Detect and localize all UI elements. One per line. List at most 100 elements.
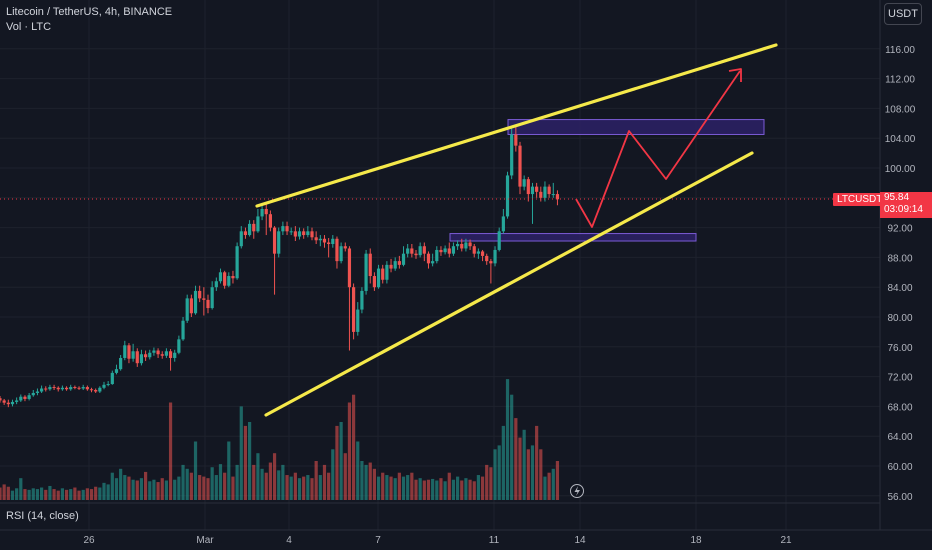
- candle-body: [148, 352, 152, 358]
- volume-bar: [318, 475, 322, 500]
- x-tick-label: 11: [489, 535, 500, 546]
- candle-body: [252, 223, 256, 232]
- candle-body: [210, 287, 214, 309]
- volume-bar: [94, 486, 98, 500]
- ticker-label: LTCUSDT: [833, 193, 887, 206]
- volume-bar: [435, 480, 439, 500]
- volume-bar: [168, 402, 173, 500]
- volume-bar: [243, 425, 248, 500]
- candle-body: [364, 253, 368, 291]
- candle-body: [60, 387, 64, 390]
- candle-body: [177, 339, 181, 353]
- candle-body: [414, 253, 418, 256]
- volume-bar: [85, 488, 89, 500]
- candle-body: [418, 246, 422, 256]
- volume-bar: [372, 468, 376, 500]
- candle-body: [164, 351, 168, 356]
- candle-body: [106, 384, 110, 386]
- volume-bar: [418, 478, 422, 500]
- volume-bar: [514, 418, 518, 500]
- candle-body: [497, 231, 501, 250]
- candle-body: [139, 354, 144, 364]
- resistance-zone: [507, 119, 765, 135]
- volume-bar: [493, 449, 497, 500]
- volume-bar: [231, 476, 235, 500]
- volume-bar: [239, 406, 243, 500]
- candle-body: [464, 242, 468, 249]
- volume-bar: [410, 472, 414, 500]
- y-tick-label: 84.00: [887, 283, 912, 294]
- candle-body: [64, 387, 69, 390]
- last-price: 95.84: [884, 192, 910, 203]
- volume-bar: [160, 478, 164, 500]
- volume-bar: [206, 478, 210, 500]
- volume-bar: [77, 490, 81, 500]
- volume-bar: [189, 472, 193, 500]
- candle-body: [293, 231, 297, 237]
- y-tick-label: 104.00: [885, 134, 916, 145]
- volume-bar: [110, 472, 114, 500]
- candle-body: [347, 248, 352, 288]
- volume-bar: [106, 484, 110, 500]
- candle-body: [335, 238, 339, 262]
- candle-body: [243, 231, 248, 236]
- x-tick-label: 26: [83, 535, 95, 546]
- candle-body: [381, 268, 385, 280]
- volume-bar: [202, 476, 206, 500]
- volume-bar: [144, 471, 148, 500]
- volume-bar: [119, 468, 123, 500]
- rsi-legend[interactable]: RSI (14, close): [6, 510, 79, 522]
- symbol-title[interactable]: Litecoin / TetherUS, 4h, BINANCE: [6, 6, 173, 18]
- volume-bar: [69, 489, 73, 500]
- channel-upper-line: [255, 43, 778, 208]
- candle-body: [98, 387, 102, 392]
- volume-bar: [343, 453, 347, 500]
- volume-bar: [81, 489, 85, 500]
- candle-body: [443, 248, 447, 253]
- candle-body: [331, 238, 335, 244]
- volume-bar: [368, 462, 372, 500]
- candle-body: [551, 194, 555, 196]
- candle-body: [535, 186, 539, 192]
- volume-legend[interactable]: Vol · LTC: [6, 21, 52, 33]
- y-tick-label: 72.00: [887, 373, 912, 384]
- volume-bar: [476, 475, 480, 500]
- volume-bar: [260, 468, 264, 500]
- volume-bar: [510, 394, 514, 500]
- volume-bar: [19, 478, 23, 500]
- y-tick-label: 80.00: [887, 313, 912, 324]
- volume-bar: [198, 475, 202, 500]
- volume-bar: [268, 462, 272, 500]
- candle-body: [189, 298, 193, 314]
- candle-body: [168, 351, 173, 358]
- candle-body: [501, 216, 505, 232]
- candle-body: [526, 179, 530, 195]
- volume-bar: [505, 379, 510, 500]
- candle-body: [356, 309, 360, 332]
- candle-body: [393, 261, 397, 269]
- volume-bar: [364, 464, 368, 500]
- candle-body: [343, 246, 347, 249]
- candle-body: [460, 243, 464, 249]
- trend-annotations: [0, 43, 880, 498]
- candle-body: [81, 387, 85, 389]
- volume-bar: [401, 476, 406, 500]
- currency-button[interactable]: USDT: [884, 3, 922, 25]
- volume-bar: [426, 479, 431, 500]
- volume-bar: [27, 489, 31, 500]
- candle-body: [268, 214, 272, 228]
- volume-bar: [285, 475, 289, 500]
- price-axis[interactable]: 116.00112.00108.00104.00100.0096.0092.00…: [880, 0, 932, 530]
- candle-body: [56, 387, 60, 390]
- candle-body: [530, 186, 535, 195]
- volume-bar: [31, 488, 35, 500]
- volume-bar: [489, 467, 493, 500]
- volume-bar: [15, 488, 19, 500]
- volume-bar: [64, 489, 69, 500]
- volume-bar: [543, 476, 547, 500]
- volume-bar: [193, 441, 198, 500]
- y-tick-label: 112.00: [885, 75, 915, 86]
